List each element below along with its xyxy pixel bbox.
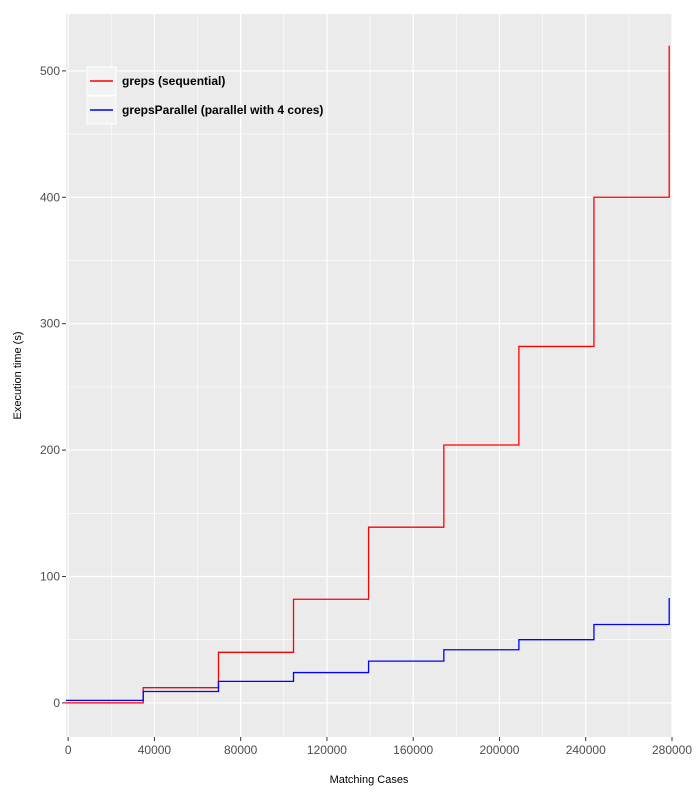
y-tick-label: 300 xyxy=(40,317,60,331)
series-line-greps xyxy=(66,45,670,704)
y-tick-label: 400 xyxy=(40,190,60,204)
x-axis-ticks: 0 40000 80000 120000 160000 200000 240000 28000… xyxy=(65,737,692,757)
y-tick-label: 500 xyxy=(40,64,60,78)
plot-panel xyxy=(66,14,672,737)
x-axis-title: Matching Cases xyxy=(330,774,409,786)
y-axis-title: Execution time (s) xyxy=(12,331,24,419)
series-line-greps-parallel xyxy=(66,597,670,701)
y-tick-label: 0 xyxy=(53,696,60,710)
legend: greps (sequential) grepsParallel (parall… xyxy=(86,66,323,125)
x-tick-label: 0 xyxy=(65,743,72,757)
y-tick-label: 100 xyxy=(40,569,60,583)
x-tick-label: 280000 xyxy=(652,743,692,757)
y-tick-label: 200 xyxy=(40,443,60,457)
x-tick-label: 200000 xyxy=(479,743,519,757)
series-lines xyxy=(66,45,670,704)
x-tick-label: 240000 xyxy=(566,743,606,757)
legend-label-greps-parallel: grepsParallel (parallel with 4 cores) xyxy=(122,103,323,117)
legend-label-greps: greps (sequential) xyxy=(122,74,225,88)
x-tick-label: 120000 xyxy=(307,743,347,757)
x-tick-label: 160000 xyxy=(393,743,433,757)
x-tick-label: 80000 xyxy=(224,743,258,757)
x-tick-label: 40000 xyxy=(138,743,172,757)
grid-lines xyxy=(66,14,673,737)
y-axis-ticks: 0 100 200 300 400 500 xyxy=(40,64,66,710)
